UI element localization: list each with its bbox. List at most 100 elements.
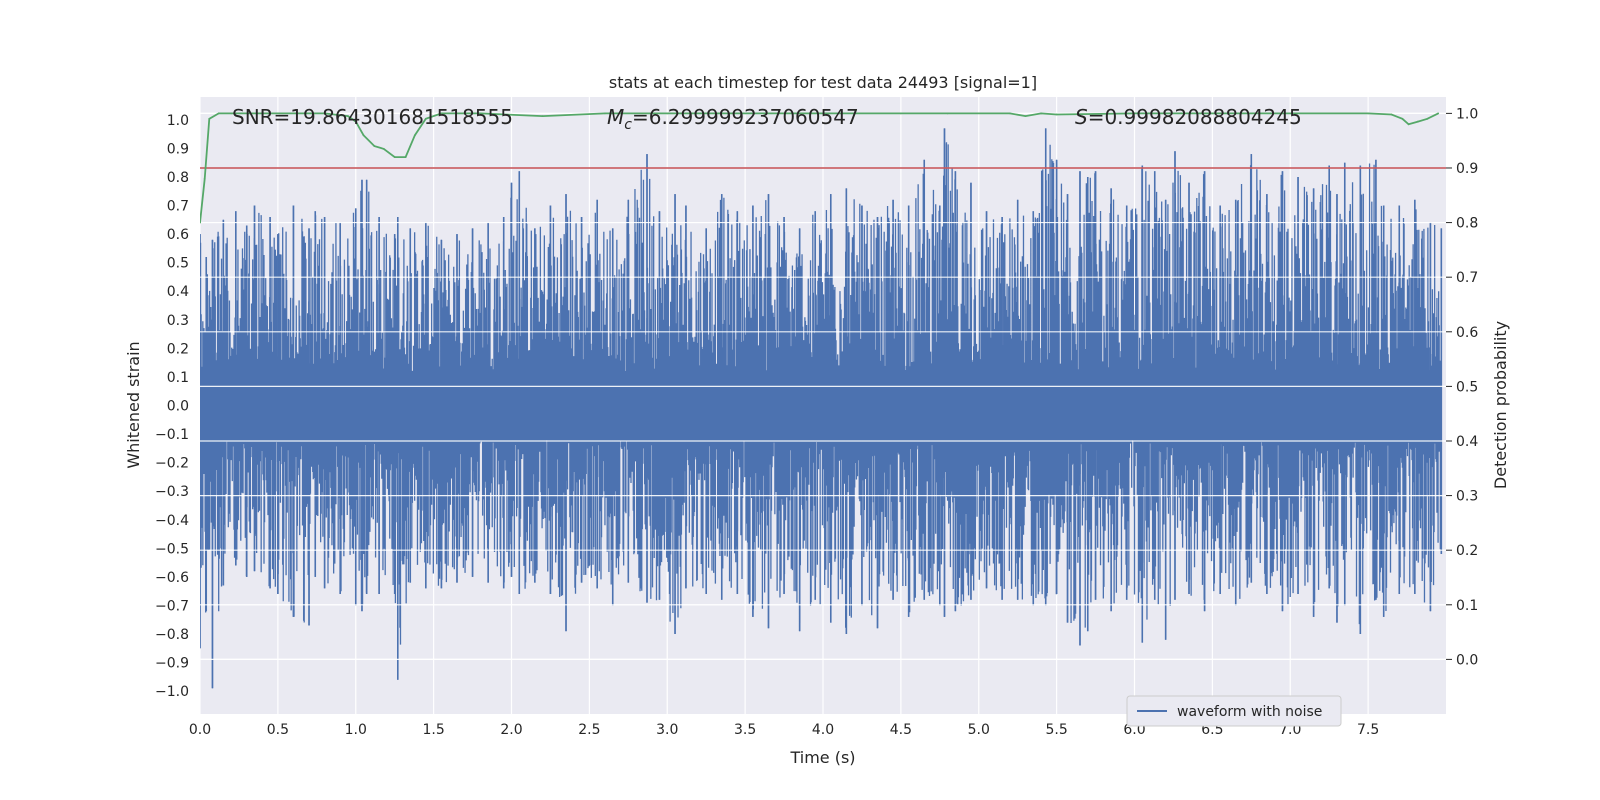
- probability-point: [1040, 112, 1042, 115]
- probability-point: [1009, 112, 1011, 115]
- x-tick-label: 2.5: [578, 722, 600, 738]
- x-tick-label: 4.0: [812, 722, 834, 738]
- probability-layer: [200, 112, 1446, 224]
- left-tick-label: −0.7: [155, 598, 189, 614]
- probability-point: [1211, 112, 1214, 115]
- s-annotation: S=0.99982088804245: [1075, 105, 1302, 129]
- x-tick-label: 0.5: [267, 722, 289, 738]
- probability-point: [1401, 117, 1404, 120]
- left-tick-label: −0.5: [155, 541, 189, 557]
- probability-point: [354, 120, 357, 123]
- left-tick-label: 0.1: [167, 370, 189, 386]
- probability-point: [604, 112, 606, 115]
- left-tick-label: 0.2: [167, 341, 189, 357]
- snr-annotation: SNR=19.864301681518555: [232, 105, 513, 129]
- probability-point: [382, 147, 385, 150]
- chirp-mass-symbol: M: [607, 105, 624, 129]
- probability-point: [261, 112, 264, 115]
- probability-point: [1407, 123, 1410, 126]
- probability-point: [393, 156, 396, 158]
- x-tick-label: 1.5: [422, 722, 444, 738]
- s-value: =0.99982088804245: [1088, 105, 1302, 129]
- probability-point: [230, 112, 233, 115]
- right-tick-label: 0.8: [1456, 216, 1478, 232]
- right-axis-ticks: 1.0 0.9 0.8 0.7 0.6 0.5 0.4 0.3 0.2 0.1 0.0: [1446, 106, 1478, 668]
- chirp-mass-annotation: Mc=6.299999237060547: [607, 105, 859, 133]
- left-tick-label: 0.0: [167, 399, 189, 415]
- right-tick-label: 1.0: [1456, 106, 1478, 122]
- x-tick-label: 7.5: [1357, 722, 1379, 738]
- probability-point: [946, 112, 949, 115]
- probability-point: [208, 117, 211, 120]
- right-tick-label: 0.7: [1456, 270, 1478, 286]
- probability-point: [203, 178, 206, 180]
- probability-point: [1055, 113, 1058, 116]
- probability-point: [479, 112, 482, 115]
- right-tick-label: 0.6: [1456, 325, 1478, 341]
- probability-point: [1133, 112, 1136, 115]
- right-tick-label: 0.5: [1456, 379, 1478, 395]
- probability-point: [440, 112, 443, 115]
- x-tick-label: 5.5: [1045, 722, 1067, 738]
- probability-point: [217, 112, 220, 115]
- left-tick-label: 0.5: [167, 256, 189, 272]
- right-tick-label: 0.3: [1456, 489, 1478, 505]
- probability-point: [744, 112, 747, 115]
- chirp-mass-subscript: c: [624, 117, 632, 133]
- x-tick-label: 0.0: [189, 722, 211, 738]
- probability-point: [347, 115, 349, 118]
- left-tick-label: −0.3: [155, 484, 189, 500]
- right-axis-label: Detection probability: [1491, 321, 1510, 489]
- x-tick-label: 2.0: [500, 722, 522, 738]
- x-tick-label: 3.0: [656, 722, 678, 738]
- probability-point: [1426, 117, 1429, 120]
- s-symbol: S: [1075, 105, 1088, 129]
- right-tick-label: 0.4: [1456, 434, 1478, 450]
- legend-box: [1126, 695, 1342, 727]
- chart-title: stats at each timestep for test data 244…: [609, 73, 1037, 92]
- left-tick-label: 0.7: [167, 199, 189, 215]
- probability-point: [200, 221, 201, 224]
- probability-point: [822, 112, 824, 115]
- right-tick-label: 0.0: [1456, 652, 1478, 668]
- left-tick-label: −0.6: [155, 570, 189, 586]
- x-axis-label: Time (s): [789, 748, 855, 767]
- left-tick-label: −1.0: [155, 684, 189, 700]
- left-axis-ticks: 1.0 0.9 0.8 0.7 0.6 0.5 0.4 0.3 0.2 0.1 0.0 −0.1 −0.…: [155, 113, 189, 700]
- left-tick-label: 0.4: [167, 284, 189, 300]
- legend-label: waveform with noise: [1177, 704, 1322, 720]
- probability-point: [404, 156, 407, 158]
- legend: waveform with noise: [1126, 695, 1342, 727]
- right-tick-label: 0.1: [1456, 598, 1478, 614]
- probability-point: [362, 134, 365, 137]
- probability-point: [424, 117, 427, 120]
- chirp-mass-value: =6.299999237060547: [632, 105, 859, 129]
- probability-point: [1417, 120, 1419, 123]
- probability-point: [414, 134, 416, 137]
- probability-point: [1390, 113, 1393, 116]
- probability-point: [1289, 112, 1292, 115]
- probability-point: [323, 112, 326, 115]
- left-tick-label: 0.6: [167, 227, 189, 243]
- left-tick-label: −0.8: [155, 627, 189, 643]
- left-tick-label: −0.4: [155, 513, 189, 529]
- waveform-series: [200, 112, 1446, 689]
- x-tick-label: 5.0: [968, 722, 990, 738]
- left-tick-label: −0.9: [155, 656, 189, 672]
- probability-point: [1437, 112, 1440, 115]
- probability-point: [666, 112, 669, 115]
- right-tick-label: 0.9: [1456, 161, 1478, 177]
- x-tick-label: 4.5: [890, 722, 912, 738]
- left-axis-label: Whitened strain: [124, 341, 143, 468]
- x-tick-label: 1.0: [345, 722, 367, 738]
- probability-point: [1367, 112, 1370, 115]
- probability-point: [373, 145, 376, 148]
- left-tick-label: −0.2: [155, 456, 189, 472]
- probability-point: [541, 115, 544, 118]
- probability-point: [1024, 115, 1027, 118]
- left-tick-label: 0.3: [167, 313, 189, 329]
- left-tick-label: −0.1: [155, 427, 189, 443]
- left-tick-label: 0.9: [167, 141, 189, 157]
- right-tick-label: 0.2: [1456, 543, 1478, 559]
